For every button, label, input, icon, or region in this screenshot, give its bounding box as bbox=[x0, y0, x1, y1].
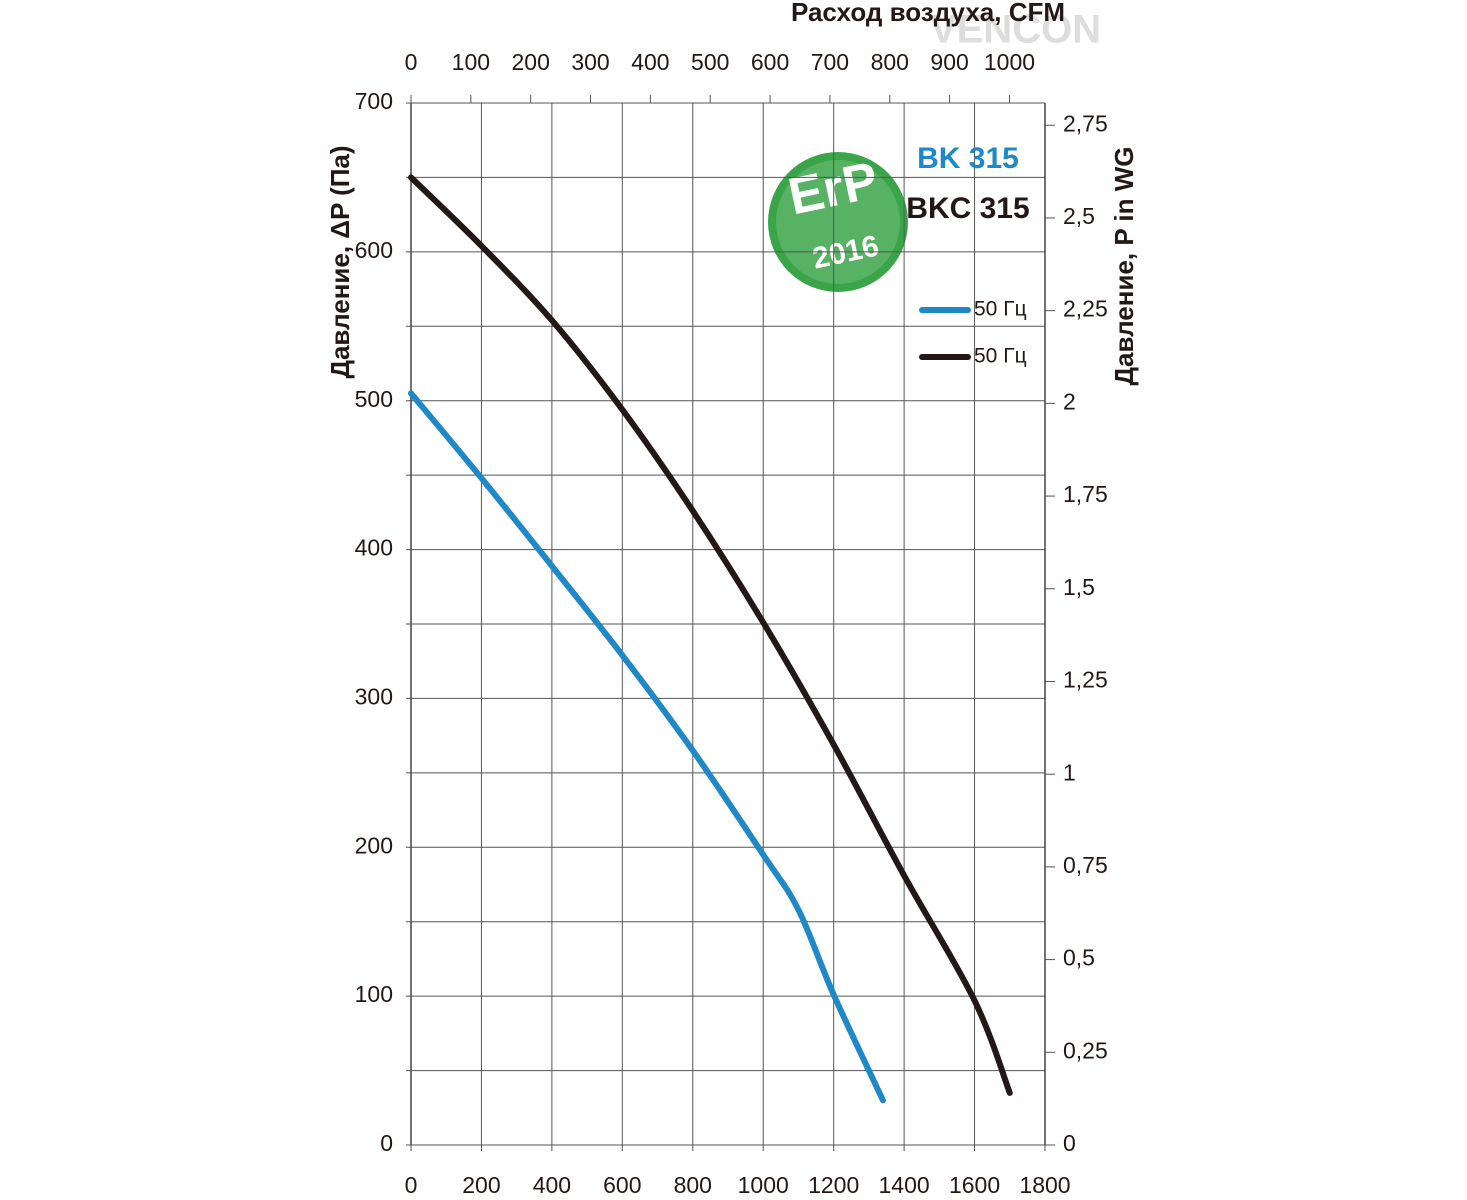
x2-tick-label: 400 bbox=[631, 49, 669, 75]
x2-tick-label: 500 bbox=[691, 49, 729, 75]
y-tick-label: 600 bbox=[355, 237, 393, 263]
y-tick-label: 100 bbox=[355, 981, 393, 1007]
x-tick-label: 800 bbox=[674, 1172, 712, 1198]
y2-tick-label: 1 bbox=[1063, 759, 1076, 785]
legend-label: 50 Гц bbox=[974, 345, 1027, 368]
y2-tick-label: 0 bbox=[1063, 1130, 1076, 1156]
series-line bbox=[408, 174, 1013, 1096]
y-tick-label: 0 bbox=[380, 1130, 393, 1156]
badge-ring bbox=[776, 160, 900, 284]
y-tick-label: 400 bbox=[355, 535, 393, 561]
watermark: VENCON bbox=[930, 8, 1101, 52]
y-tick-label: 300 bbox=[355, 684, 393, 710]
badge-circle bbox=[768, 152, 908, 292]
y2-tick-label: 1,25 bbox=[1063, 667, 1108, 693]
x2-tick-label: 200 bbox=[512, 49, 550, 75]
x2-axis-label: Расход воздуха, CFM bbox=[791, 0, 1065, 27]
y-tick-label: 200 bbox=[355, 832, 393, 858]
model-label: BK 315 bbox=[917, 142, 1019, 175]
x2-tick-label: 600 bbox=[751, 49, 789, 75]
x-tick-label: 1200 bbox=[808, 1172, 859, 1198]
model-label: BKC 315 bbox=[906, 192, 1029, 225]
erp-badge: ErP 2016 bbox=[768, 151, 908, 292]
x-tick-label: 1600 bbox=[949, 1172, 1000, 1198]
y-tick-label: 500 bbox=[355, 386, 393, 412]
y2-tick-label: 0,5 bbox=[1063, 945, 1095, 971]
y2-axis-label: Давление, P in WG bbox=[1109, 146, 1139, 385]
x-tick-label: 0 bbox=[405, 1172, 418, 1198]
x2-tick-label: 100 bbox=[452, 49, 490, 75]
x-tick-label: 600 bbox=[603, 1172, 641, 1198]
y-axis-label: Давление, ΔP (Па) bbox=[325, 145, 355, 378]
x2-tick-label: 0 bbox=[405, 49, 418, 75]
y2-tick-label: 2,5 bbox=[1063, 203, 1095, 229]
x-tick-label: 200 bbox=[462, 1172, 500, 1198]
x-tick-label: 1400 bbox=[879, 1172, 930, 1198]
y-tick-label: 700 bbox=[355, 88, 393, 114]
series-line bbox=[408, 390, 886, 1104]
y2-tick-label: 1,75 bbox=[1063, 481, 1108, 507]
x-tick-label: 400 bbox=[533, 1172, 571, 1198]
x2-tick-label: 800 bbox=[871, 49, 909, 75]
y2-tick-label: 2,25 bbox=[1063, 296, 1108, 322]
y2-tick-label: 0,75 bbox=[1063, 852, 1108, 878]
x-tick-label: 1800 bbox=[1019, 1172, 1070, 1198]
legend-label: 50 Гц bbox=[974, 298, 1027, 321]
x2-tick-label: 900 bbox=[930, 49, 968, 75]
x-tick-label: 1000 bbox=[738, 1172, 789, 1198]
x2-tick-label: 1000 bbox=[984, 49, 1035, 75]
y2-tick-label: 0,25 bbox=[1063, 1037, 1108, 1063]
y2-tick-label: 2,75 bbox=[1063, 110, 1108, 136]
x2-tick-label: 300 bbox=[571, 49, 609, 75]
y2-tick-label: 1,5 bbox=[1063, 574, 1095, 600]
y2-tick-label: 2 bbox=[1063, 388, 1076, 414]
x2-tick-label: 700 bbox=[811, 49, 849, 75]
